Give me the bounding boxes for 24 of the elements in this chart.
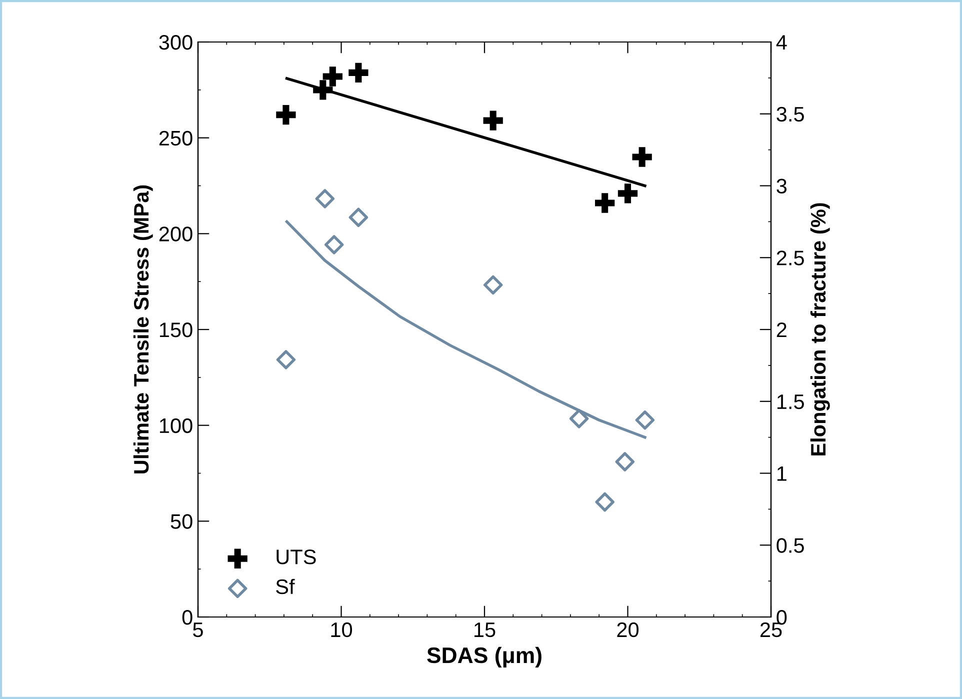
y2-tick-label: 0.5	[776, 538, 804, 553]
legend-label: Sf	[276, 578, 295, 594]
y2-tick-label: 2.5	[776, 250, 804, 266]
x-axis-title: SDAS (μm)	[427, 646, 542, 668]
y2-axis-title: Elongation to fracture (%)	[810, 203, 830, 456]
y2-tick-label: 3.5	[776, 106, 804, 122]
y-tick-label: 200	[159, 226, 192, 242]
y2-tick-label: 2	[776, 322, 786, 338]
y-tick-label: 150	[160, 322, 192, 338]
x-tick-label: 20	[617, 622, 639, 638]
y-tick-label: 100	[160, 418, 192, 434]
y-tick-label: 0	[182, 610, 192, 625]
y-axis-title: Ultimate Tensile Stress (MPa)	[133, 185, 153, 474]
y2-tick-label: 1.5	[777, 394, 804, 410]
y2-tick-label: 4	[776, 35, 787, 50]
x-tick-label: 15	[474, 622, 496, 638]
y2-tick-label: 1	[777, 466, 786, 481]
legend-label: UTS	[276, 550, 316, 564]
y-tick-label: 50	[170, 514, 192, 529]
x-tick-label: 10	[331, 622, 352, 638]
y-tick-label: 250	[159, 130, 192, 146]
x-tick-label: 5	[193, 622, 203, 638]
y2-tick-label: 3	[776, 178, 787, 194]
y-tick-label: 300	[159, 35, 192, 50]
